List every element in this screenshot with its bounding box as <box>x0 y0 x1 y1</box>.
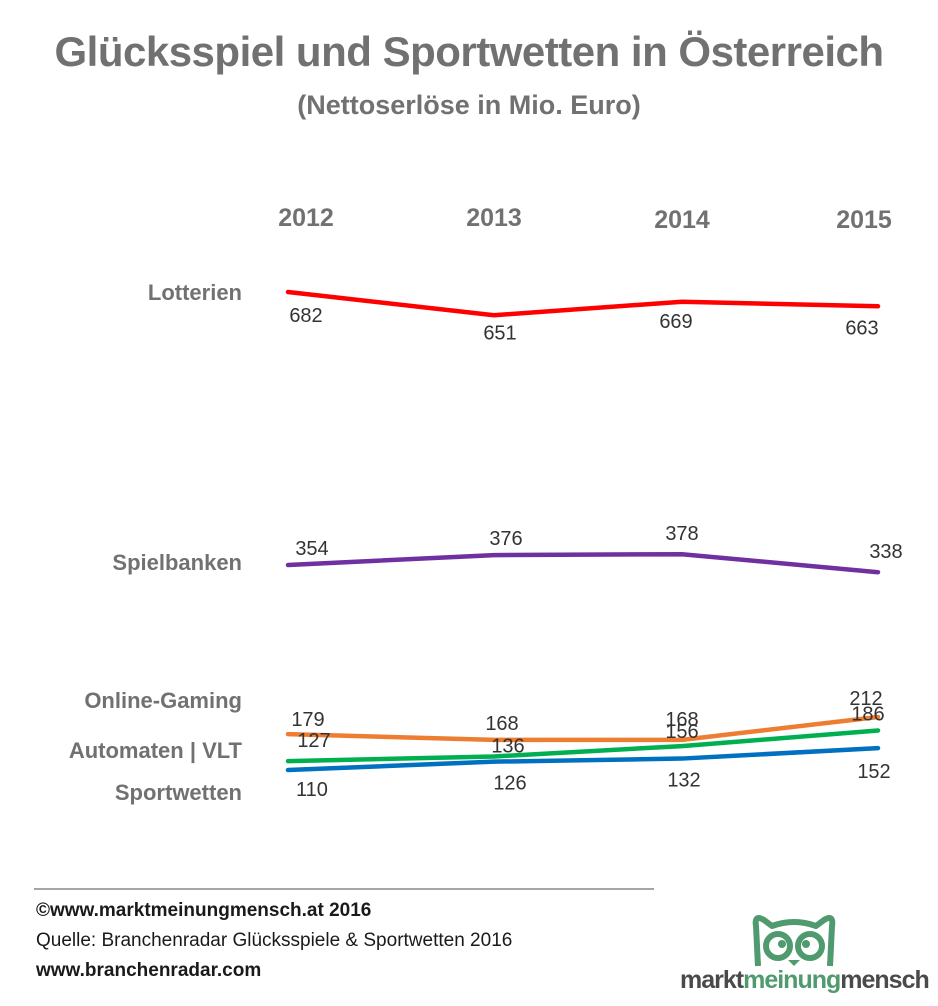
data-label: 110 <box>296 779 328 801</box>
data-label: 156 <box>665 721 698 743</box>
logo-part-meinung: meinung <box>743 966 841 994</box>
copyright-text: ©www.marktmeinungmensch.at 2016 <box>36 900 372 921</box>
chart-title: Glücksspiel und Sportwetten in Österreic… <box>54 28 884 75</box>
x-tick-label: 2013 <box>466 204 522 232</box>
series-label: Online-Gaming <box>84 688 242 713</box>
owl-icon <box>752 915 836 967</box>
series-label: Automaten | VLT <box>69 738 243 763</box>
series-line <box>285 289 881 318</box>
x-tick-label: 2014 <box>654 206 710 234</box>
line-chart: 2012 2013 2014 2015 682 651 669 663 Lotterien 354… <box>69 204 903 805</box>
source-text: Quelle: Branchenradar Glücksspiele & Spo… <box>36 930 513 951</box>
logo-part-markt: markt <box>680 966 744 994</box>
x-tick-label: 2015 <box>836 206 892 234</box>
data-label: 186 <box>851 703 884 725</box>
data-label: 168 <box>665 709 698 731</box>
data-label: 136 <box>491 735 524 757</box>
data-label: 152 <box>857 761 890 783</box>
series-label: Lotterien <box>148 280 242 305</box>
data-label: 179 <box>291 709 324 731</box>
data-label: 354 <box>295 538 328 560</box>
data-label: 168 <box>485 713 518 735</box>
logo-wordmark: marktmeinungmensch <box>680 966 930 995</box>
data-label: 651 <box>483 322 516 344</box>
data-label: 126 <box>493 773 526 795</box>
data-label: 127 <box>297 730 330 752</box>
data-label: 212 <box>849 688 882 710</box>
series-label: Spielbanken <box>112 550 242 575</box>
series-label: Sportwetten <box>115 780 242 805</box>
series-line <box>285 728 881 764</box>
chart-subtitle: (Nettoserlöse in Mio. Euro) <box>297 90 641 120</box>
footer-divider <box>34 888 654 890</box>
data-label: 663 <box>845 317 878 339</box>
series-line <box>285 551 881 575</box>
data-label: 682 <box>289 305 322 327</box>
data-label: 338 <box>869 541 902 563</box>
x-tick-label: 2012 <box>278 204 334 232</box>
data-label: 669 <box>659 311 692 333</box>
logo-part-mensch: mensch <box>840 966 929 994</box>
logo: marktmeinungmensch <box>680 908 930 998</box>
website-text: www.branchenradar.com <box>36 960 262 981</box>
series-line <box>285 745 881 773</box>
data-label: 378 <box>665 523 698 545</box>
data-label: 132 <box>667 770 700 792</box>
data-label: 376 <box>489 528 522 550</box>
series-line <box>285 714 881 743</box>
